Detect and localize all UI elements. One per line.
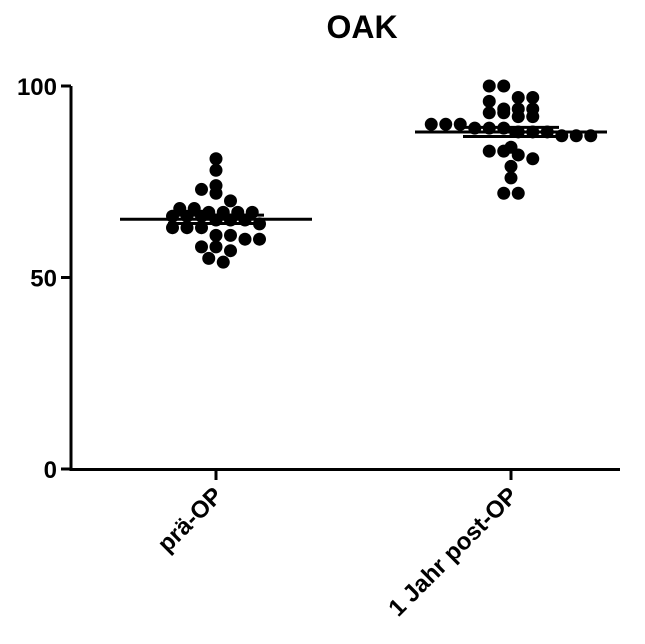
- data-point: [497, 106, 511, 120]
- data-point: [195, 182, 208, 196]
- data-point: [209, 152, 223, 166]
- data-point: [511, 110, 525, 124]
- data-point: [511, 90, 525, 104]
- data-point: [224, 228, 237, 242]
- data-point: [424, 117, 438, 131]
- data-points: [166, 79, 598, 269]
- data-point: [511, 148, 525, 162]
- x-ticks: prä-OP 1 Jahr post-OP: [153, 469, 523, 622]
- data-point: [238, 232, 252, 246]
- data-point: [511, 186, 525, 200]
- y-tick-label: 50: [30, 266, 57, 293]
- data-point: [482, 79, 496, 93]
- data-point: [526, 152, 540, 166]
- data-point: [504, 159, 518, 173]
- data-point: [224, 194, 237, 208]
- data-point: [224, 244, 237, 258]
- data-point: [253, 232, 266, 246]
- data-point: [526, 110, 540, 124]
- y-ticks: 0 50 100: [17, 74, 71, 484]
- data-point: [216, 255, 230, 269]
- data-point: [497, 144, 511, 158]
- data-point: [439, 117, 453, 131]
- y-tick-label: 100: [17, 74, 57, 101]
- data-point: [202, 251, 216, 265]
- data-point: [504, 171, 518, 185]
- data-point: [209, 228, 223, 242]
- chart-title: OAK: [326, 9, 397, 45]
- data-point: [482, 94, 496, 108]
- data-point: [497, 79, 511, 93]
- mean-sem-bars: [120, 125, 607, 225]
- data-point: [482, 144, 496, 158]
- data-point: [482, 106, 496, 120]
- data-point: [497, 186, 511, 200]
- data-point: [195, 240, 208, 254]
- x-tick-label: 1 Jahr post-OP: [383, 482, 523, 622]
- data-point: [526, 90, 540, 104]
- data-point: [209, 186, 223, 200]
- data-point: [209, 240, 223, 254]
- x-tick-label: prä-OP: [153, 482, 229, 558]
- data-point: [209, 163, 223, 177]
- y-tick-label: 0: [44, 457, 57, 484]
